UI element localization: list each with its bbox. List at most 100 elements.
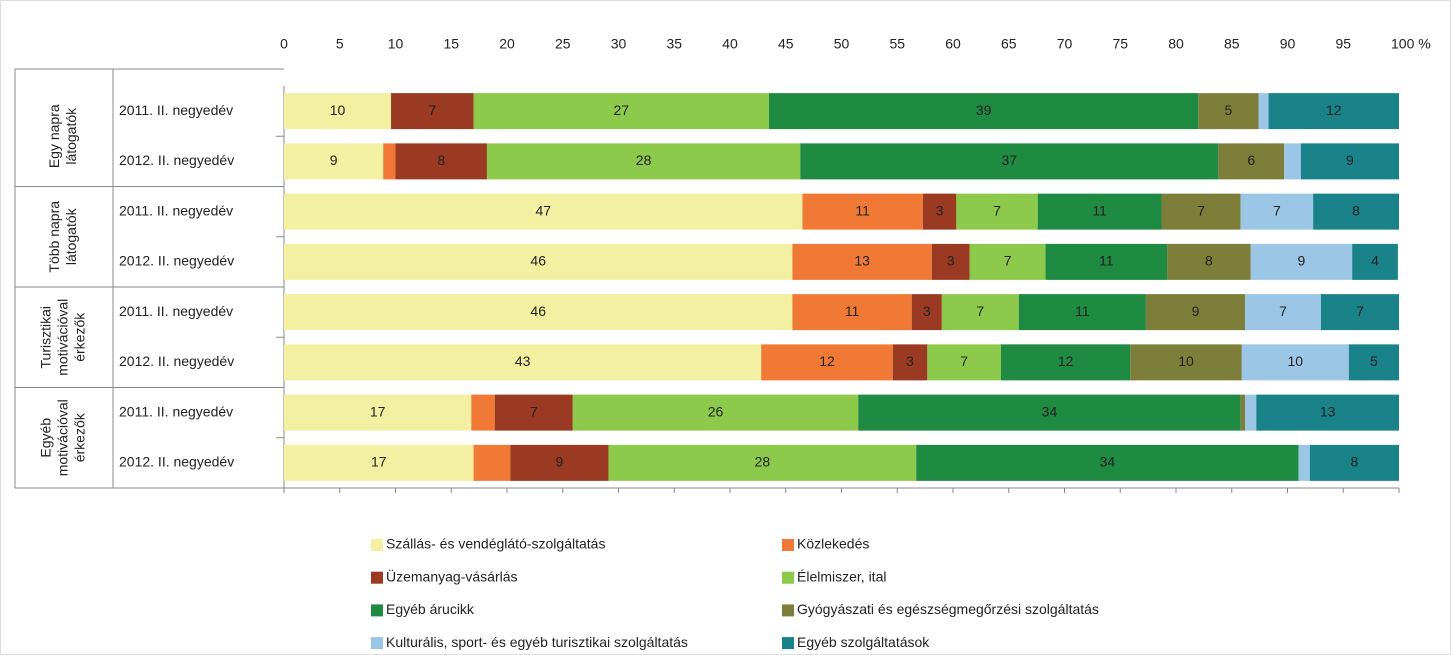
row-label: 2011. II. negyedév — [119, 403, 233, 419]
bar-segment — [1309, 444, 1399, 481]
legend-swatch — [371, 571, 383, 584]
x-tick-label: 45 — [778, 36, 794, 52]
data-label: 7 — [993, 202, 1001, 218]
legend-swatch — [782, 604, 794, 617]
bar-segment — [1037, 193, 1162, 230]
group-label: Turisztikai — [38, 306, 54, 369]
bar-segment — [284, 444, 474, 481]
data-label: 6 — [1247, 152, 1255, 168]
bar-segment — [1130, 344, 1242, 381]
bar-segment — [284, 394, 472, 431]
group-label: látogatók — [63, 107, 79, 165]
legend-swatch — [782, 539, 794, 551]
data-label: 7 — [1356, 303, 1364, 319]
x-tick-label: 95 — [1335, 36, 1351, 52]
bar-segment — [391, 93, 474, 130]
data-label: 7 — [976, 303, 984, 319]
legend-swatch — [371, 539, 383, 551]
bar-segment — [911, 294, 942, 331]
legend-label: Egyéb árucikk — [386, 601, 475, 617]
bar-segment — [761, 344, 893, 381]
data-label: 11 — [845, 303, 860, 319]
x-tick-label: 65 — [1001, 36, 1017, 52]
x-tick-label: 80 — [1168, 36, 1184, 52]
data-label: 10 — [1288, 353, 1304, 369]
data-label: 47 — [535, 202, 551, 218]
legend-swatch — [782, 637, 794, 650]
bar-segment — [572, 394, 859, 431]
legend-label: Egyéb szolgáltatások — [797, 634, 930, 650]
bar-segment — [1018, 294, 1146, 331]
bar-segment — [1198, 93, 1259, 130]
x-tick-label: 70 — [1057, 36, 1073, 52]
data-label: 9 — [1346, 152, 1354, 168]
data-label: 7 — [530, 403, 538, 419]
data-label: 46 — [530, 253, 546, 269]
legend-label: Gyógyászati és egészségmegőrzési szolgál… — [797, 601, 1099, 617]
bar-segment — [473, 444, 511, 481]
bar-segment — [1348, 344, 1399, 381]
data-label: 34 — [1042, 403, 1058, 419]
bar-segment — [1000, 344, 1131, 381]
bar-segment — [471, 394, 495, 431]
bar-segment — [608, 444, 917, 481]
data-label: 7 — [1279, 303, 1287, 319]
data-label: 3 — [906, 353, 914, 369]
bar-segment — [769, 93, 1199, 130]
group-label: Egyéb — [38, 418, 54, 458]
data-label: 7 — [960, 353, 968, 369]
x-tick-label: 40 — [722, 36, 738, 52]
bar-segment — [1167, 243, 1251, 280]
bar-segment — [941, 294, 1019, 331]
data-label: 11 — [1099, 253, 1114, 269]
bar-segment — [284, 93, 392, 130]
x-tick-label: 100 % — [1391, 36, 1431, 52]
data-label: 3 — [936, 202, 944, 218]
bar-segment — [383, 143, 396, 180]
row-label: 2012. II. negyedév — [119, 454, 234, 470]
row-label: 2011. II. negyedév — [119, 202, 233, 218]
group-label: Egy napra — [46, 104, 62, 168]
data-label: 11 — [1092, 202, 1107, 218]
data-label: 34 — [1100, 454, 1116, 470]
bar-segment — [927, 344, 1001, 381]
data-label: 7 — [1004, 253, 1012, 269]
legend-label: Üzemanyag-vásárlás — [386, 567, 518, 584]
bar-segment — [486, 143, 801, 180]
data-label: 9 — [1298, 253, 1306, 269]
bar-segment — [1240, 394, 1246, 431]
bar-segment — [284, 294, 793, 331]
bar-segment — [510, 444, 609, 481]
data-label: 12 — [819, 353, 835, 369]
data-label: 11 — [1075, 303, 1090, 319]
legend-label: Közlekedés — [797, 536, 869, 552]
data-label: 12 — [1058, 353, 1074, 369]
bar-segment — [892, 344, 928, 381]
x-tick-label: 20 — [499, 36, 515, 52]
group-label: Több napra — [46, 201, 62, 273]
x-tick-label: 10 — [388, 36, 404, 52]
data-label: 10 — [1178, 353, 1194, 369]
data-label: 17 — [371, 454, 387, 470]
bar-segment — [1320, 294, 1399, 331]
x-tick-label: 85 — [1224, 36, 1240, 52]
data-label: 17 — [370, 403, 386, 419]
group-label: motivációval — [55, 299, 71, 376]
bar-segment — [1313, 193, 1399, 230]
legend-label: Kulturális, sport- és egyéb turisztikai … — [386, 634, 688, 650]
group-label: látogatók — [63, 207, 79, 265]
x-tick-label: 5 — [336, 36, 344, 52]
bar-segment — [494, 394, 573, 431]
data-label: 13 — [1320, 403, 1336, 419]
bar-segment — [1245, 294, 1321, 331]
bar-segment — [916, 444, 1299, 481]
data-label: 39 — [976, 102, 992, 118]
bar-segment — [969, 243, 1046, 280]
data-label: 28 — [636, 152, 652, 168]
bar-segment — [1284, 143, 1301, 180]
bar-segment — [1258, 93, 1269, 130]
group-label: érkezők — [72, 412, 88, 462]
x-tick-label: 30 — [611, 36, 627, 52]
legend-swatch — [371, 604, 383, 617]
